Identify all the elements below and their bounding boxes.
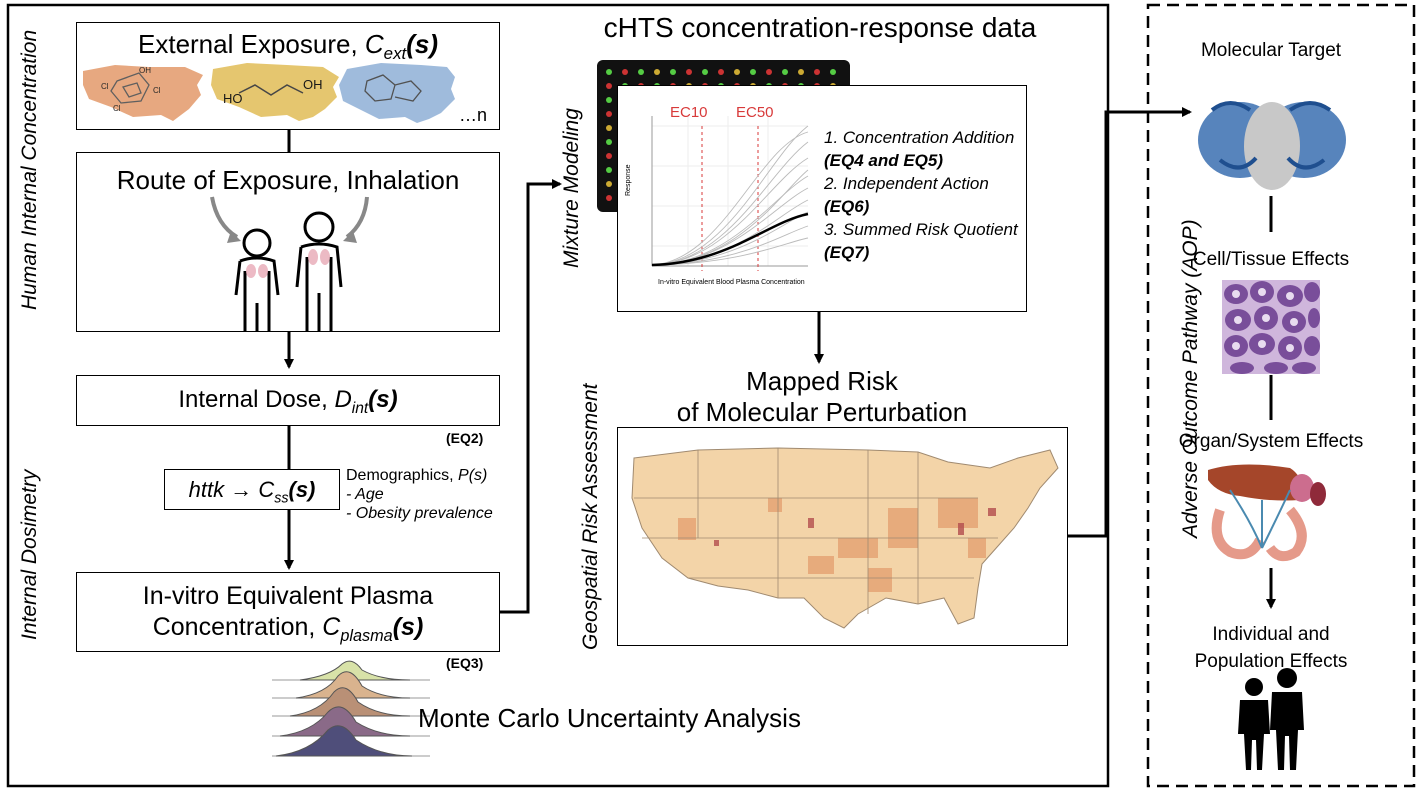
aop-step-population: Individual and Population Effects	[1194, 624, 1348, 672]
aop-frame	[1146, 3, 1416, 788]
route-of-exposure-box: Route of Exposure, Inhalation	[76, 152, 500, 332]
orange-us-map: OH Cl Cl Cl	[83, 65, 203, 121]
svg-text:Cl: Cl	[113, 104, 121, 113]
chts-title: cHTS concentration-response data	[603, 12, 1037, 43]
arrow-ivive-mixture	[499, 179, 562, 614]
main-frame	[6, 3, 1110, 788]
eq2-label: (EQ2)	[446, 430, 484, 446]
internal-dose-title: Internal Dose, Dint(s)	[178, 386, 398, 417]
svg-text:OH: OH	[139, 66, 151, 75]
aop-step-cell-tissue: Cell/Tissue Effects	[1192, 249, 1350, 270]
svg-text:Cl: Cl	[101, 82, 109, 91]
svg-text:HO: HO	[223, 91, 243, 106]
risk-map-box	[617, 427, 1068, 646]
svg-text:Cl: Cl	[153, 86, 161, 95]
exposure-maps: OH Cl Cl Cl HO OH …n	[83, 63, 487, 125]
us-risk-map-image	[631, 447, 1059, 629]
vertical-label-mixture-modeling: Mixture Modeling	[560, 108, 583, 268]
httk-title: httk → Css(s)	[188, 477, 316, 507]
ec50-label: EC50	[736, 104, 774, 121]
mixture-curve	[651, 212, 809, 267]
demographics-note: Demographics, P(s) - Age - Obesity preva…	[346, 467, 493, 522]
plot-y-axis-label: Response	[625, 164, 632, 196]
vertical-label-human-internal: Human Internal Concentration	[18, 29, 41, 310]
ellipsis-label: …n	[459, 105, 487, 125]
external-exposure-box: External Exposure, Cext(s) OH Cl Cl Cl H…	[76, 22, 500, 130]
mapped-risk-title: Mapped Risk of Molecular Perturbation	[676, 366, 968, 427]
human-figures-icon	[210, 196, 369, 331]
internal-dose-box: Internal Dose, Dint(s)	[76, 375, 500, 426]
aop-step-molecular-target: Molecular Target	[1200, 40, 1342, 61]
vertical-label-internal-dosimetry: Internal Dosimetry	[18, 469, 41, 640]
eq3-label: (EQ3)	[446, 655, 484, 671]
yellow-us-map: HO OH	[211, 63, 339, 121]
blue-us-map	[339, 63, 455, 123]
ec10-label: EC10	[670, 104, 708, 121]
mixture-methods-list: 1. Concentration Addition (EQ4 and EQ5) …	[824, 128, 1018, 262]
svg-text:OH: OH	[303, 77, 323, 92]
concentration-response-plot: Response In-vitro Equivalent Blood Plasm…	[625, 116, 809, 286]
external-exposure-title: External Exposure, Cext(s)	[138, 29, 438, 64]
ivive-title: In-vitro Equivalent Plasma Concentration…	[142, 582, 434, 645]
monte-carlo-label: Monte Carlo Uncertainty Analysis	[418, 703, 801, 733]
mixture-plot-box: Response In-vitro Equivalent Blood Plasm…	[617, 85, 1027, 312]
route-title: Route of Exposure, Inhalation	[116, 165, 460, 195]
httk-box: httk → Css(s)	[164, 469, 340, 510]
plot-x-axis-label: In-vitro Equivalent Blood Plasma Concent…	[658, 279, 805, 286]
ivive-box: In-vitro Equivalent Plasma Concentration…	[76, 572, 500, 652]
arrow-map-aop	[1068, 107, 1192, 538]
aop-step-organ-system: Organ/System Effects	[1178, 431, 1364, 452]
vertical-label-geospatial: Geospatial Risk Assessment	[579, 383, 602, 651]
